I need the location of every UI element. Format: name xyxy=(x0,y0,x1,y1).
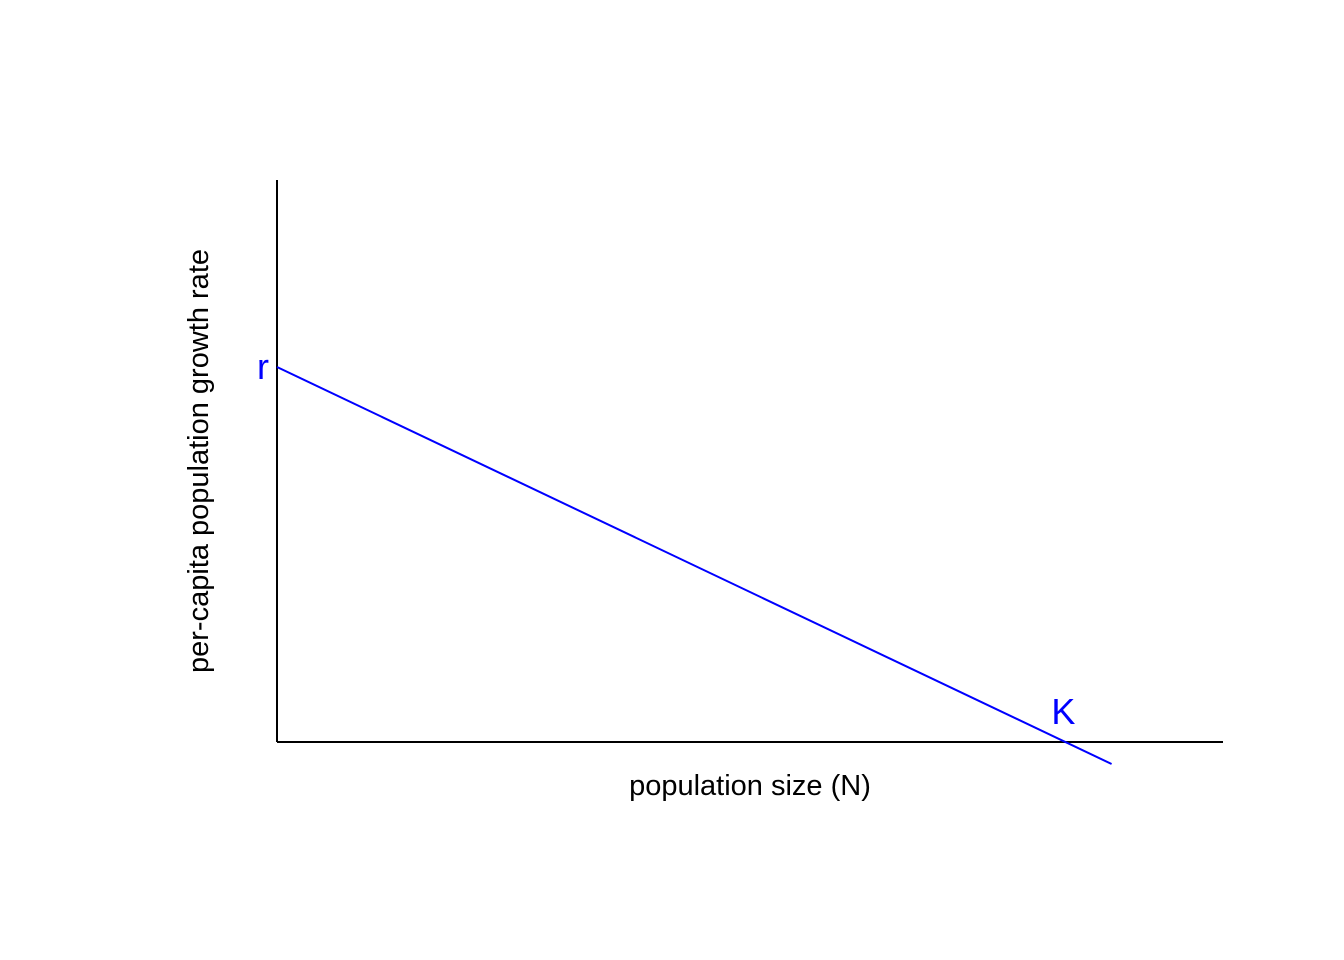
series-layer xyxy=(276,366,1113,765)
annotation-r: r xyxy=(257,346,269,387)
series-line-0 xyxy=(276,366,1113,765)
annotation-k: K xyxy=(1051,691,1075,732)
annotation-layer: rK xyxy=(257,346,1075,732)
y-axis-title: per-capita population growth rate xyxy=(183,249,215,673)
x-axis-title: population size (N) xyxy=(629,770,871,802)
